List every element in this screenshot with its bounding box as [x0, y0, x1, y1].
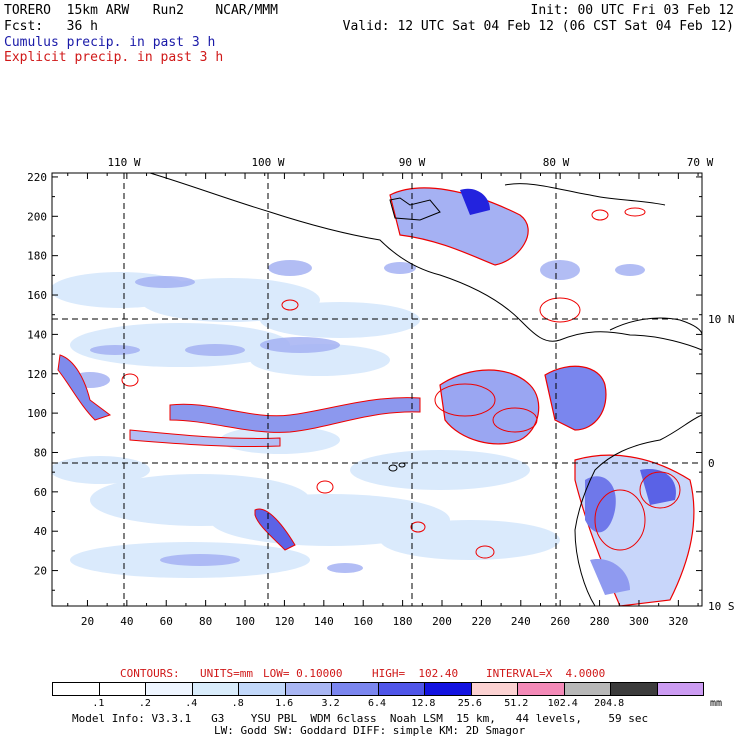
- lat-label-0: 0: [708, 457, 715, 470]
- forecast-hour: Fcst: 36 h: [4, 19, 98, 34]
- x-tick-label: 100: [235, 615, 255, 628]
- axis-ticks: [52, 173, 702, 606]
- colorbar-tick-label: 1.6: [275, 698, 294, 709]
- x-tick-label: 320: [668, 615, 688, 628]
- colorbar-swatch: [146, 683, 193, 695]
- x-tick-label: 300: [629, 615, 649, 628]
- y-tick-label: 220: [27, 171, 47, 184]
- x-tick-label: 280: [590, 615, 610, 628]
- y-tick-label: 100: [27, 407, 47, 420]
- x-tick-label: 80: [199, 615, 212, 628]
- precip-field: [52, 187, 695, 606]
- init-time: Init: 00 UTC Fri 03 Feb 12: [530, 3, 735, 18]
- contours-low: LOW= 0.10000: [263, 667, 343, 680]
- y-tick-label: 200: [27, 210, 47, 223]
- colorbar-tick-label: .4: [185, 698, 198, 709]
- contours-interval: INTERVAL=X 4.0000: [486, 667, 606, 680]
- y-tick-label: 20: [34, 565, 47, 578]
- lon-label-70w: 70 W: [687, 156, 714, 169]
- colorbar-tick-label: 51.2: [504, 698, 529, 709]
- colorbar-swatch: [378, 683, 425, 695]
- colorbar-tick-label: 25.6: [457, 698, 482, 709]
- valid-time: Valid: 12 UTC Sat 04 Feb 12 (06 CST Sat …: [342, 19, 734, 34]
- x-tick-label: 120: [274, 615, 294, 628]
- colorbar-tick-label: 12.8: [411, 698, 436, 709]
- y-axis-labels: 20 40 60 80 100 120 140 160 180 200 220: [27, 171, 47, 578]
- model-title: TORERO 15km ARW Run2 NCAR/MMM: [4, 3, 278, 18]
- colorbar-swatch: [332, 683, 379, 695]
- contours-units: UNITS=mm: [200, 667, 253, 680]
- lon-label-90w: 90 W: [399, 156, 426, 169]
- lon-label-110w: 110 W: [107, 156, 140, 169]
- x-tick-label: 20: [81, 615, 94, 628]
- colorbar-tick-label: 6.4: [367, 698, 387, 709]
- explicit-legend-label: Explicit precip. in past 3 h: [4, 50, 224, 65]
- y-tick-label: 120: [27, 368, 47, 381]
- colorbar-swatch: [425, 683, 472, 695]
- colorbar-swatch: [657, 683, 703, 695]
- colorbar-tick-label: 3.2: [321, 698, 340, 709]
- cumulus-legend-label: Cumulus precip. in past 3 h: [4, 35, 216, 50]
- y-tick-label: 60: [34, 486, 47, 499]
- colorbar-swatch: [99, 683, 146, 695]
- lat-lon-grid: [52, 173, 702, 606]
- x-tick-label: 40: [120, 615, 133, 628]
- x-tick-label: 220: [471, 615, 491, 628]
- colorbar-swatch: [611, 683, 658, 695]
- x-tick-label: 60: [160, 615, 173, 628]
- colorbar-tick-label: .1: [92, 698, 105, 709]
- lon-label-100w: 100 W: [251, 156, 284, 169]
- x-tick-label: 180: [393, 615, 413, 628]
- colorbar-tick-label: 204.8: [594, 698, 625, 709]
- model-physics: LW: Godd SW: Goddard DIFF: simple KM: 2D…: [214, 724, 526, 737]
- x-tick-label: 240: [511, 615, 531, 628]
- y-tick-label: 160: [27, 289, 47, 302]
- lat-label-10s: 10 S: [708, 600, 735, 613]
- colorbar-tick-label: .8: [231, 698, 244, 709]
- colorbar-ticks: .1 .2 .4 .8 1.6 3.2 6.4 12.8 25.6 51.2 102.4 204.8: [52, 698, 702, 710]
- model-info: Model Info: V3.3.1 G3 YSU PBL WDM 6class…: [72, 712, 649, 725]
- colorbar-swatch: [471, 683, 518, 695]
- contours-title: CONTOURS:: [120, 667, 180, 680]
- colorbar-swatch: [285, 683, 332, 695]
- x-tick-label: 260: [550, 615, 570, 628]
- colorbar-swatch: [518, 683, 565, 695]
- colorbar: [52, 682, 704, 696]
- contours-high: HIGH= 102.40: [372, 667, 459, 680]
- explicit-contours: [121, 207, 681, 559]
- colorbar-swatch: [53, 683, 100, 695]
- cumulus-light-areas: [52, 272, 560, 578]
- y-tick-label: 140: [27, 328, 47, 341]
- lon-label-80w: 80 W: [543, 156, 570, 169]
- x-tick-label: 200: [432, 615, 452, 628]
- colorbar-tick-label: .2: [138, 698, 151, 709]
- coastline: [149, 172, 703, 607]
- x-tick-label: 140: [314, 615, 334, 628]
- colorbar-tick-label: 102.4: [547, 698, 578, 709]
- x-tick-label: 160: [353, 615, 373, 628]
- itcz-band: [57, 187, 695, 606]
- y-tick-label: 180: [27, 250, 47, 263]
- y-tick-label: 80: [34, 446, 47, 459]
- cumulus-mid-areas: [70, 260, 645, 573]
- y-tick-label: 40: [34, 525, 47, 538]
- plot-frame: [51, 172, 703, 607]
- colorbar-swatch: [564, 683, 611, 695]
- x-axis-labels: 20 40 60 80 100 120 140 160 180 200 220 240 260 280 30…: [81, 615, 688, 628]
- colorbar-unit: mm: [710, 698, 723, 709]
- colorbar-swatch: [192, 683, 239, 695]
- lat-label-10n: 10 N: [708, 313, 735, 326]
- colorbar-swatch: [239, 683, 286, 695]
